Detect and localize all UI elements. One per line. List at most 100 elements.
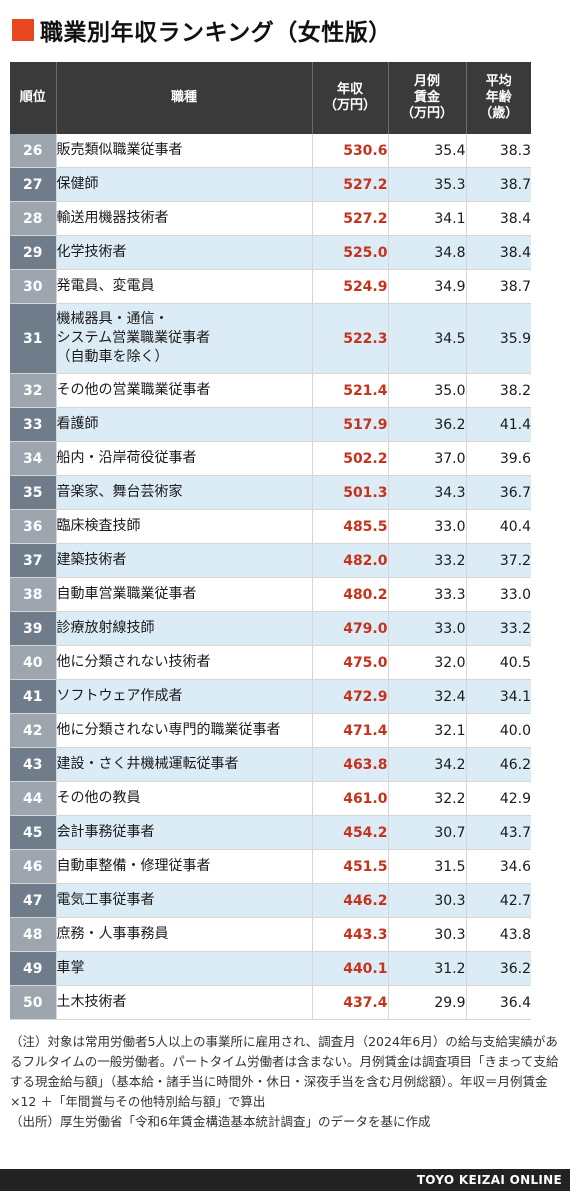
job-name: その他の教員 bbox=[56, 781, 313, 816]
rank-number: 36 bbox=[10, 509, 57, 544]
rank-number: 41 bbox=[10, 679, 57, 714]
annual-salary: 440.1 bbox=[312, 951, 389, 986]
average-age: 36.2 bbox=[466, 951, 531, 986]
monthly-wage: 32.1 bbox=[388, 713, 467, 748]
job-name: 音楽家、舞台芸術家 bbox=[56, 475, 313, 510]
table-row: 50 土木技術者 437.4 29.9 36.4 bbox=[10, 985, 531, 1020]
monthly-wage: 34.3 bbox=[388, 475, 467, 510]
table-row: 42 他に分類されない専門的職業従事者 471.4 32.1 40.0 bbox=[10, 713, 531, 748]
average-age: 40.5 bbox=[466, 645, 531, 680]
job-name: 土木技術者 bbox=[56, 985, 313, 1020]
job-name: 庶務・人事事務員 bbox=[56, 917, 313, 952]
annual-salary: 502.2 bbox=[312, 441, 389, 476]
header-rank: 順位 bbox=[10, 62, 57, 134]
rank-number: 35 bbox=[10, 475, 57, 510]
average-age: 38.7 bbox=[466, 167, 531, 202]
job-name-line: 建設・さく井機械運転従事者 bbox=[56, 756, 239, 772]
annual-salary: 461.0 bbox=[312, 781, 389, 816]
publisher-logo-text: TOYO KEIZAI ONLINE bbox=[416, 1173, 562, 1187]
average-age: 37.2 bbox=[466, 543, 531, 578]
annual-salary: 527.2 bbox=[312, 167, 389, 202]
monthly-wage: 35.3 bbox=[388, 167, 467, 202]
rank-number: 33 bbox=[10, 407, 57, 442]
table-row: 28 輸送用機器技術者 527.2 34.1 38.4 bbox=[10, 201, 531, 236]
average-age: 33.0 bbox=[466, 577, 531, 612]
average-age: 35.9 bbox=[466, 303, 531, 374]
monthly-wage: 33.3 bbox=[388, 577, 467, 612]
job-name-line: 車掌 bbox=[56, 960, 85, 976]
job-name: 看護師 bbox=[56, 407, 313, 442]
rank-number: 28 bbox=[10, 201, 57, 236]
job-name: 化学技術者 bbox=[56, 235, 313, 270]
monthly-wage: 33.0 bbox=[388, 611, 467, 646]
job-name: 保健師 bbox=[56, 167, 313, 202]
average-age: 40.4 bbox=[466, 509, 531, 544]
average-age: 38.7 bbox=[466, 269, 531, 304]
job-name-line: 他に分類されない技術者 bbox=[56, 654, 211, 670]
job-name: 他に分類されない専門的職業従事者 bbox=[56, 713, 313, 748]
job-name-line: 機械器具・通信・ bbox=[56, 311, 169, 327]
monthly-wage: 34.2 bbox=[388, 747, 467, 782]
job-name-line: 保健師 bbox=[56, 176, 99, 192]
footnotes: （注）対象は常用労働者5人以上の事業所に雇用され、調査月（2024年6月）の給与… bbox=[10, 1032, 562, 1132]
table-row: 33 看護師 517.9 36.2 41.4 bbox=[10, 407, 531, 442]
monthly-wage: 34.5 bbox=[388, 303, 467, 374]
table-row: 31 機械器具・通信・ システム営業職業従事者 （自動車を除く） 522.3 34.5 35… bbox=[10, 303, 531, 374]
annual-salary: 454.2 bbox=[312, 815, 389, 850]
average-age: 34.6 bbox=[466, 849, 531, 884]
rank-number: 39 bbox=[10, 611, 57, 646]
rank-number: 40 bbox=[10, 645, 57, 680]
job-name-line: 販売類似職業従事者 bbox=[56, 142, 183, 158]
monthly-wage: 34.1 bbox=[388, 201, 467, 236]
table-row: 27 保健師 527.2 35.3 38.7 bbox=[10, 167, 531, 202]
annual-salary: 527.2 bbox=[312, 201, 389, 236]
table-row: 48 庶務・人事事務員 443.3 30.3 43.8 bbox=[10, 917, 531, 952]
average-age: 38.3 bbox=[466, 134, 531, 168]
monthly-wage: 34.8 bbox=[388, 235, 467, 270]
job-name-line: その他の教員 bbox=[56, 790, 141, 806]
annual-salary: 479.0 bbox=[312, 611, 389, 646]
rank-number: 38 bbox=[10, 577, 57, 612]
monthly-wage: 30.3 bbox=[388, 917, 467, 952]
average-age: 36.7 bbox=[466, 475, 531, 510]
table-row: 44 その他の教員 461.0 32.2 42.9 bbox=[10, 781, 531, 816]
rank-number: 49 bbox=[10, 951, 57, 986]
rank-number: 27 bbox=[10, 167, 57, 202]
rank-number: 44 bbox=[10, 781, 57, 816]
job-name: 会計事務従事者 bbox=[56, 815, 313, 850]
rank-number: 45 bbox=[10, 815, 57, 850]
annual-salary: 471.4 bbox=[312, 713, 389, 748]
job-name-line: 診療放射線技師 bbox=[56, 620, 155, 636]
job-name: 自動車営業職業従事者 bbox=[56, 577, 313, 612]
annual-salary: 463.8 bbox=[312, 747, 389, 782]
average-age: 42.9 bbox=[466, 781, 531, 816]
monthly-wage: 36.2 bbox=[388, 407, 467, 442]
rank-number: 48 bbox=[10, 917, 57, 952]
rank-number: 42 bbox=[10, 713, 57, 748]
job-name-line: 会計事務従事者 bbox=[56, 824, 155, 840]
job-name: 船内・沿岸荷役従事者 bbox=[56, 441, 313, 476]
table-row: 32 その他の営業職業従事者 521.4 35.0 38.2 bbox=[10, 373, 531, 408]
table-row: 43 建設・さく井機械運転従事者 463.8 34.2 46.2 bbox=[10, 747, 531, 782]
monthly-wage: 33.2 bbox=[388, 543, 467, 578]
annual-salary: 485.5 bbox=[312, 509, 389, 544]
average-age: 38.4 bbox=[466, 201, 531, 236]
rank-number: 47 bbox=[10, 883, 57, 918]
annual-salary: 437.4 bbox=[312, 985, 389, 1020]
average-age: 46.2 bbox=[466, 747, 531, 782]
rank-number: 50 bbox=[10, 985, 57, 1020]
rank-number: 26 bbox=[10, 134, 57, 168]
annual-salary: 475.0 bbox=[312, 645, 389, 680]
table-row: 38 自動車営業職業従事者 480.2 33.3 33.0 bbox=[10, 577, 531, 612]
average-age: 43.7 bbox=[466, 815, 531, 850]
job-name-line: 臨床検査技師 bbox=[56, 518, 141, 534]
monthly-wage: 33.0 bbox=[388, 509, 467, 544]
rank-number: 43 bbox=[10, 747, 57, 782]
job-name-line: 看護師 bbox=[56, 416, 99, 432]
header-salary: 年収 （万円） bbox=[312, 62, 389, 134]
table-row: 37 建築技術者 482.0 33.2 37.2 bbox=[10, 543, 531, 578]
monthly-wage: 31.5 bbox=[388, 849, 467, 884]
source-text: （出所）厚生労働省「令和6年賃金構造基本統計調査」のデータを基に作成 bbox=[10, 1114, 431, 1129]
monthly-wage: 32.2 bbox=[388, 781, 467, 816]
job-name: 自動車整備・修理従事者 bbox=[56, 849, 313, 884]
